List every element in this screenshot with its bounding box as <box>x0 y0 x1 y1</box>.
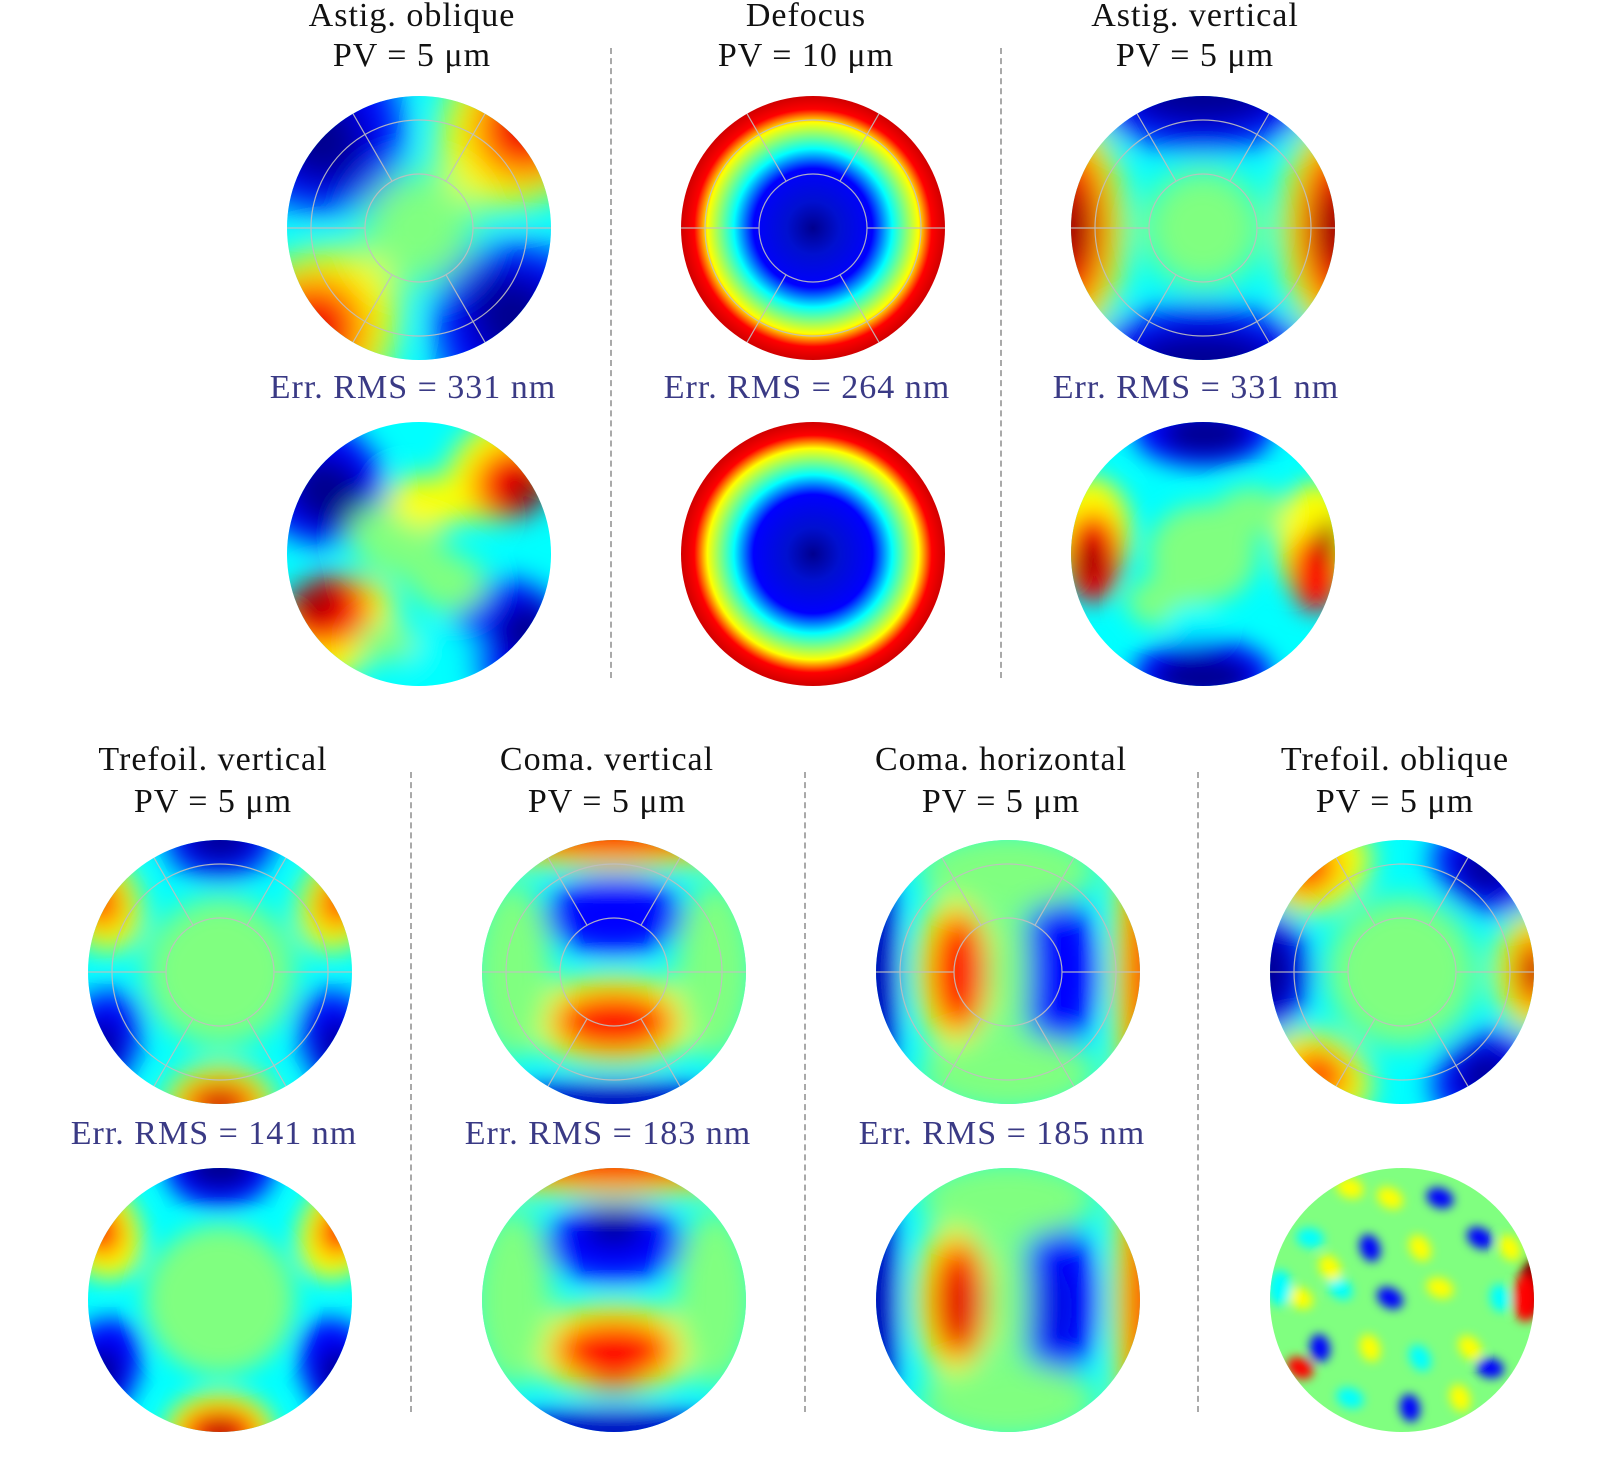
panel-title: Trefoil. vertical <box>98 741 328 778</box>
panel-title: Trefoil. oblique <box>1280 741 1510 778</box>
panel-pv: PV = 5 μm <box>133 783 293 820</box>
panel-pv: PV = 5 μm <box>527 783 687 820</box>
error-rms-label: Err. RMS = 183 nm <box>464 1115 752 1152</box>
column-divider <box>410 772 412 1412</box>
wavefront-map-reconstructed <box>88 1168 352 1432</box>
error-rms-label: Err. RMS = 141 nm <box>70 1115 358 1152</box>
panel-pv: PV = 5 μm <box>332 37 492 74</box>
polar-grid <box>1270 857 1534 1087</box>
panel-pv: PV = 10 μm <box>717 37 895 74</box>
polar-grid <box>482 857 746 1087</box>
polar-grid <box>681 113 945 343</box>
wavefront-map-reconstructed <box>681 422 945 686</box>
wavefront-map-target <box>876 840 1140 1104</box>
panel-title: Coma. vertical <box>499 741 715 778</box>
panel-title: Defocus <box>745 0 867 34</box>
polar-grid <box>287 113 551 343</box>
panel-title: Coma. horizontal <box>874 741 1128 778</box>
wavefront-map-target <box>1270 840 1534 1104</box>
wavefront-map-reconstructed <box>287 422 551 686</box>
column-divider <box>1197 772 1199 1412</box>
wavefront-map-reconstructed <box>876 1168 1140 1432</box>
panel-pv: PV = 5 μm <box>1115 37 1275 74</box>
polar-grid <box>876 857 1140 1087</box>
panel-title: Astig. vertical <box>1091 0 1299 34</box>
polar-grid <box>88 857 352 1087</box>
panel-pv: PV = 5 μm <box>921 783 1081 820</box>
error-rms-label: Err. RMS = 331 nm <box>269 369 557 406</box>
wavefront-map-target <box>287 96 551 360</box>
column-divider <box>610 48 612 678</box>
panel-pv: PV = 5 μm <box>1315 783 1475 820</box>
wavefront-map-reconstructed <box>482 1168 746 1432</box>
error-rms-label: Err. RMS = 185 nm <box>858 1115 1146 1152</box>
wavefront-map-target <box>681 96 945 360</box>
wavefront-map-reconstructed <box>1270 1168 1534 1432</box>
column-divider <box>1000 48 1002 678</box>
wavefront-map-target <box>482 840 746 1104</box>
error-rms-label: Err. RMS = 264 nm <box>663 369 951 406</box>
wavefront-map-reconstructed <box>1071 422 1335 686</box>
panel-title: Astig. oblique <box>308 0 516 34</box>
wavefront-map-target <box>88 840 352 1104</box>
polar-grid <box>1071 113 1335 343</box>
wavefront-map-target <box>1071 96 1335 360</box>
column-divider <box>804 772 806 1412</box>
error-rms-label: Err. RMS = 331 nm <box>1052 369 1340 406</box>
